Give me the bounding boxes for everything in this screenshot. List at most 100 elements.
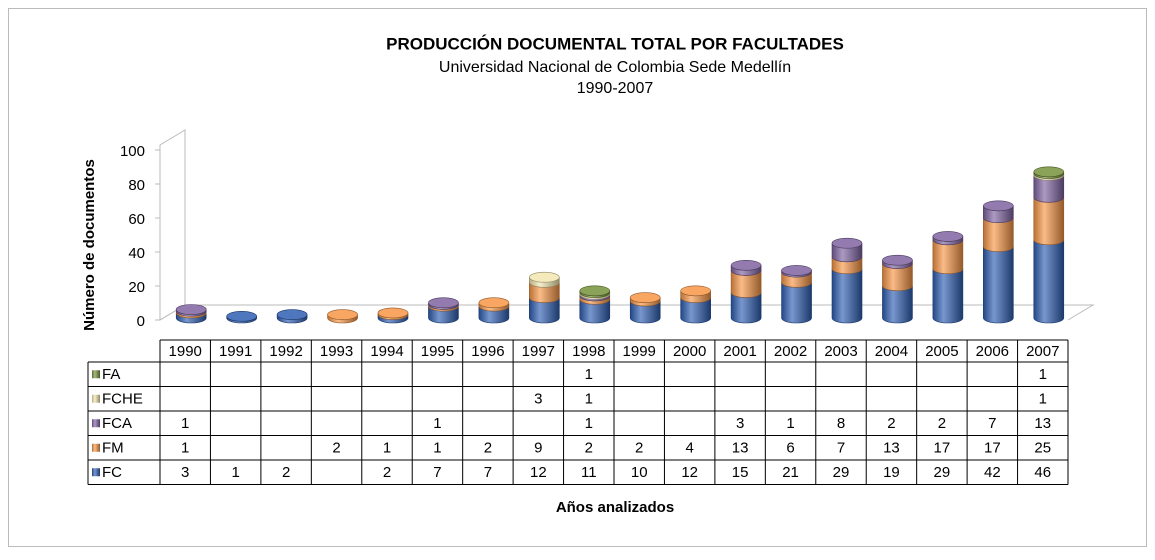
bar-cap [377, 307, 409, 319]
table-value: 19 [883, 464, 900, 481]
table-value: 2 [585, 440, 593, 457]
x-tick-label: 2001 [723, 343, 756, 360]
bar-cap [478, 297, 510, 309]
bar-segment [932, 268, 964, 324]
table-value: 7 [484, 464, 492, 481]
x-tick-label: 2005 [925, 343, 958, 360]
bar-cap [327, 309, 358, 320]
bar-cap [781, 265, 812, 276]
table-value: 29 [934, 464, 951, 481]
bar-segment [1033, 197, 1065, 246]
table-value: 7 [433, 464, 441, 481]
bar-cap [629, 292, 661, 303]
x-tick-label: 2006 [976, 343, 1009, 360]
y-tick-label: 0 [137, 313, 145, 330]
table-value: 46 [1034, 464, 1051, 481]
table-value: 12 [681, 464, 698, 481]
legend-swatch [92, 468, 100, 477]
x-tick-label: 1993 [320, 343, 353, 360]
legend-label: FC [102, 464, 122, 481]
bar-segment [1033, 239, 1065, 324]
table-value: 1 [786, 415, 794, 432]
bar-cap [680, 285, 711, 297]
chart-period: 1990-2007 [577, 80, 654, 97]
table-value: 1 [1039, 366, 1047, 383]
table-value: 11 [581, 464, 597, 481]
x-tick-label: 1991 [219, 343, 252, 360]
table-value: 1 [433, 415, 441, 432]
table-value: 1 [585, 366, 593, 383]
bar-segment [831, 268, 863, 324]
legend-label: FA [102, 366, 120, 383]
x-tick-label: 1998 [572, 343, 605, 360]
y-tick-label: 80 [128, 177, 145, 194]
table-value: 1 [231, 464, 239, 481]
bar-cap [579, 285, 611, 297]
x-tick-label: 2000 [673, 343, 706, 360]
legend-swatch [92, 370, 100, 379]
table-value: 6 [786, 440, 794, 457]
bar-cap [529, 271, 560, 283]
table-value: 1 [1039, 391, 1047, 408]
table-value: 29 [833, 464, 850, 481]
table-value: 4 [685, 440, 693, 457]
table-value: 7 [988, 415, 996, 432]
x-tick-label: 2003 [824, 343, 857, 360]
table-value: 2 [332, 440, 340, 457]
table-value: 8 [837, 415, 845, 432]
table-value: 17 [934, 440, 951, 457]
bar-cap [932, 231, 964, 242]
table-value: 25 [1034, 440, 1051, 457]
x-tick-label: 1999 [623, 343, 656, 360]
table-value: 3 [181, 464, 189, 481]
bar-cap [428, 297, 459, 309]
legend-label: FM [102, 440, 124, 457]
table-value: 13 [883, 440, 900, 457]
y-tick-label: 100 [120, 143, 145, 160]
bar-cap [175, 304, 207, 315]
table-value: 13 [1034, 415, 1051, 432]
legend-swatch [92, 394, 100, 403]
legend-swatch [92, 419, 100, 428]
bar-cap [1033, 166, 1065, 178]
table-value: 17 [984, 440, 1001, 457]
table-value: 42 [984, 464, 1001, 481]
table-value: 2 [938, 415, 946, 432]
x-tick-label: 2002 [774, 343, 807, 360]
bar-cap [730, 259, 762, 271]
x-tick-label: 1990 [169, 343, 202, 360]
table-value: 3 [534, 391, 542, 408]
x-tick-label: 1994 [370, 343, 403, 360]
bar-cap [983, 200, 1014, 212]
bar-cap [226, 310, 257, 322]
table-value: 2 [282, 464, 290, 481]
table-value: 1 [383, 440, 391, 457]
table-value: 1 [585, 391, 593, 408]
bar-cap [831, 237, 863, 249]
x-tick-label: 1995 [421, 343, 454, 360]
legend-swatch [92, 443, 100, 452]
x-tick-label: 2007 [1026, 343, 1059, 360]
bar-segment [882, 285, 913, 324]
table-value: 21 [782, 464, 799, 481]
table-value: 1 [181, 415, 189, 432]
table-value: 2 [484, 440, 492, 457]
table-value: 2 [383, 464, 391, 481]
table-value: 15 [732, 464, 749, 481]
x-tick-label: 1992 [269, 343, 302, 360]
table-value: 1 [181, 440, 189, 457]
legend-label: FCHE [102, 391, 143, 408]
table-value: 7 [837, 440, 845, 457]
table-value: 1 [585, 415, 593, 432]
y-axis-title: Número de documentos [81, 159, 98, 331]
y-tick-label: 20 [128, 279, 145, 296]
chart-title: PRODUCCIÓN DOCUMENTAL TOTAL POR FACULTAD… [386, 34, 844, 53]
x-axis-title: Años analizados [556, 499, 674, 516]
x-tick-label: 1996 [471, 343, 504, 360]
bar-cap [276, 309, 308, 320]
y-tick-label: 40 [128, 245, 145, 262]
x-tick-label: 2004 [875, 343, 908, 360]
table-value: 13 [732, 440, 749, 457]
table-value: 1 [433, 440, 441, 457]
